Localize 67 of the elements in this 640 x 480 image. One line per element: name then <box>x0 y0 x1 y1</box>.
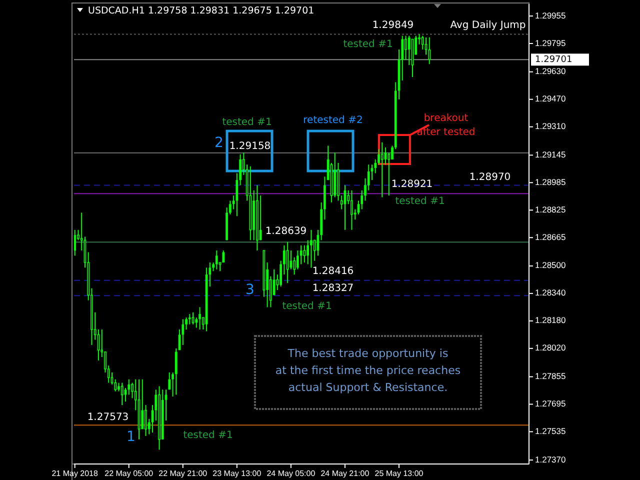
y-tick-label: 1.29630 <box>535 66 566 76</box>
candlestick <box>310 229 312 268</box>
annotation: tested #1 <box>183 430 233 441</box>
x-tick-label: 25 May 13:00 <box>374 469 424 478</box>
annotation: 1.28639 <box>265 226 307 237</box>
annotation: 1.28970 <box>469 172 511 183</box>
candlestick <box>141 378 144 430</box>
y-tick-label: 1.28665 <box>535 232 566 242</box>
y-tick-label: 1.27695 <box>535 398 566 408</box>
y-tick-label: 1.29310 <box>535 121 566 132</box>
candlestick <box>120 382 124 406</box>
annotation: at the first time the price reaches <box>275 364 461 378</box>
annotation: 1.29849 <box>372 20 414 31</box>
candlestick <box>350 190 353 230</box>
candlestick <box>195 316 198 328</box>
candlestick <box>174 348 178 396</box>
annotation: tested #1 <box>222 116 272 128</box>
candlestick <box>380 142 384 198</box>
chart-title: USDCAD.H1 1.29758 1.29831 1.29675 1.29701 <box>88 6 314 17</box>
y-tick-label: 1.29470 <box>535 94 566 104</box>
x-tick-label: 23 May 13:00 <box>212 469 262 478</box>
candlestick <box>198 306 201 330</box>
annotation: 1.29158 <box>229 140 271 152</box>
y-tick-label: 1.28180 <box>535 315 566 326</box>
y-tick-label: 1.27370 <box>535 454 566 464</box>
y-tick-label: 1.28985 <box>535 176 566 187</box>
x-tick-label: 24 May 05:00 <box>266 469 316 478</box>
candlestick <box>74 229 76 256</box>
y-tick-label: 1.28340 <box>535 288 566 298</box>
x-tick-label: 24 May 21:00 <box>320 469 370 478</box>
annotation: tested #1 <box>343 38 393 50</box>
y-tick-label: 1.29795 <box>535 38 566 48</box>
x-tick-label: 22 May 21:00 <box>158 469 208 478</box>
annotation: tested #1 <box>395 196 445 207</box>
candlestick <box>168 372 171 390</box>
candlestick <box>428 36 431 65</box>
y-tick-label: 1.28500 <box>535 260 566 270</box>
y-tick-label: 1.27535 <box>535 426 566 436</box>
annotation: 1 <box>126 428 136 445</box>
annotation: retested #2 <box>303 114 363 126</box>
annotation: tested #1 <box>282 300 332 312</box>
y-tick-label: 1.27855 <box>535 370 566 381</box>
annotation: 1.28416 <box>312 266 354 277</box>
annotation: 2 <box>214 134 224 151</box>
candlestick <box>215 250 218 270</box>
candlestick <box>222 250 225 264</box>
annotation: breakout after tested <box>416 112 476 138</box>
annotation: 1.27573 <box>87 412 129 423</box>
x-tick-label: 21 May 2018 <box>52 469 99 478</box>
x-tick-label: 22 May 05:00 <box>104 469 154 478</box>
candlestick <box>144 404 147 436</box>
y-tick-label: 1.29955 <box>535 10 566 20</box>
candlestick <box>286 241 289 284</box>
annotation: Avg Daily Jump <box>450 20 526 31</box>
annotation: The best trade opportunity is <box>286 347 448 360</box>
candlestick <box>124 387 127 402</box>
ref-line-label: 1.29701 <box>535 55 572 66</box>
y-tick-label: 1.29145 <box>535 149 566 160</box>
candlestick <box>182 318 184 346</box>
candlestick <box>421 35 424 50</box>
candlestick <box>408 35 410 66</box>
candlestick <box>300 244 302 265</box>
y-tick-label: 1.28020 <box>535 342 566 353</box>
annotation: 3 <box>246 282 254 298</box>
annotation: 1.28327 <box>312 282 354 294</box>
annotation: actual Support & Resistance. <box>288 381 448 394</box>
y-tick-label: 1.28825 <box>535 204 566 214</box>
